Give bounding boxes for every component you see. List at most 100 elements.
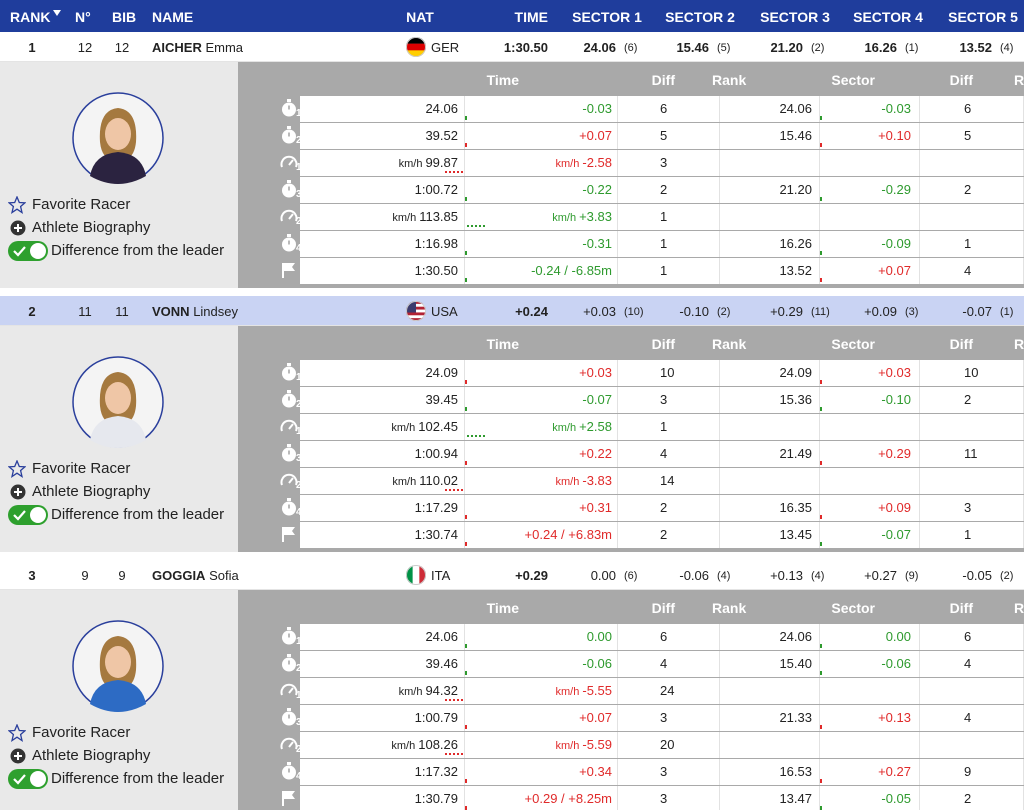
split-row: 1:00.79 +0.07 3 21.33 +0.13 4: [300, 705, 1024, 731]
time: +0.29: [515, 568, 548, 583]
split-row: 1:30.79 +0.29 / +8.25m 3 13.47 -0.05 2: [300, 786, 1024, 810]
split-number: 4: [296, 771, 302, 782]
leader-toggle[interactable]: [8, 505, 48, 525]
athlete-row[interactable]: 3 9 9 GOGGIA Sofia ITA +0.29 0.00 (6) -0.06 (4) +0…: [0, 560, 1024, 590]
photo-body: [90, 680, 146, 712]
rank-cell: 4: [618, 441, 720, 467]
split-diff: -3.83: [582, 473, 612, 488]
leader-toggle-label[interactable]: Difference from the leader: [51, 242, 225, 259]
favorite-link[interactable]: Favorite Racer: [32, 196, 131, 213]
split-time: 1:16.98: [414, 236, 458, 251]
sector-value: 0.00: [590, 568, 616, 583]
diff-cell: -0.22: [465, 177, 618, 203]
leader-toggle[interactable]: [8, 241, 48, 261]
athlete-row[interactable]: 2 11 11 VONN Lindsey USA +0.24 +0.03 (10) -0.10 (…: [0, 296, 1024, 326]
sector-cell: 15.46: [720, 123, 820, 149]
table-header: Diff: [651, 600, 675, 616]
sector-rank-cell: 1: [920, 231, 1024, 257]
table-header: Rank: [712, 600, 747, 616]
split-rank: 6: [660, 629, 668, 644]
diff-indicator: [465, 515, 467, 519]
leader-toggle-label[interactable]: Difference from the leader: [51, 770, 225, 787]
sector-rank: 5: [964, 128, 972, 143]
table-header: Sector: [831, 336, 875, 352]
sector-diff-cell: [820, 414, 920, 440]
diff-cell: -0.03: [465, 96, 618, 122]
gauge: [280, 155, 298, 168]
sector-diff: -0.06: [881, 656, 911, 671]
split-time: 99.87: [425, 155, 458, 170]
favorite-icon[interactable]: [8, 724, 26, 742]
diff-indicator: [465, 143, 467, 147]
split-time: 39.52: [425, 128, 458, 143]
sector-rank-cell: 3: [920, 495, 1024, 521]
rank-cell: 2: [618, 522, 720, 548]
time-cell: 24.06: [300, 624, 465, 650]
sector-diff: -0.09: [881, 236, 911, 251]
watch-crown: [287, 126, 291, 129]
sector-rank: (2): [811, 42, 825, 54]
favorite-link[interactable]: Favorite Racer: [32, 724, 131, 741]
sector-rank: (2): [1000, 570, 1014, 582]
sector-diff-cell: +0.13: [820, 705, 920, 731]
time-cell: km/h 102.45: [300, 414, 465, 440]
sector-value: -0.06: [679, 568, 709, 583]
diff-cell: km/h -3.83: [465, 468, 618, 494]
biography-icon[interactable]: [10, 484, 26, 500]
bib: 9: [118, 568, 126, 583]
nationality: ITA: [431, 568, 451, 583]
sector-rank: 1: [964, 527, 972, 542]
sector-indicator: [820, 779, 822, 783]
split-time: 1:30.74: [414, 527, 458, 542]
flag-body: [406, 301, 426, 321]
flag-cloth: [284, 791, 295, 799]
favorite-link[interactable]: Favorite Racer: [32, 460, 131, 477]
sector-time: 24.06: [779, 101, 812, 116]
sector-diff: -0.29: [881, 182, 911, 197]
gauge-needle: [288, 741, 294, 748]
biography-link[interactable]: Athlete Biography: [32, 747, 151, 764]
split-number: 2: [296, 480, 302, 491]
nationality: USA: [431, 304, 458, 319]
athlete-name[interactable]: VONN Lindsey: [152, 304, 238, 319]
diff-cell: +0.31: [465, 495, 618, 521]
sector-time: 15.40: [779, 656, 812, 671]
diff-cell: +0.29 / +8.25m: [465, 786, 618, 810]
sector-rank-cell: [920, 732, 1024, 758]
diff-indicator: [465, 461, 467, 465]
last-name: GOGGIA: [152, 568, 206, 583]
favorite-icon[interactable]: [8, 196, 26, 214]
diff-cell: +0.07: [465, 123, 618, 149]
sector-rank: 4: [964, 263, 972, 278]
athlete-name[interactable]: AICHER Emma: [152, 40, 243, 55]
split-icon: [282, 444, 296, 462]
athlete-row[interactable]: 1 12 12 AICHER Emma GER 1:30.50 24.06 (6) 15.46 (…: [0, 32, 1024, 62]
table-header: Sector: [831, 72, 875, 88]
biography-icon[interactable]: [10, 748, 26, 764]
finish-icon: [282, 527, 295, 542]
diff-cell: +0.22: [465, 441, 618, 467]
athlete-name[interactable]: GOGGIA Sofia: [152, 568, 239, 583]
favorite-icon[interactable]: [8, 460, 26, 478]
speed-icon: [280, 209, 298, 222]
unit: km/h: [398, 158, 423, 170]
diff-cell: -0.24 / -6.85m: [465, 258, 618, 284]
diff-cell: -0.31: [465, 231, 618, 257]
sector-indicator: [820, 542, 822, 546]
split-rank: 4: [660, 446, 668, 461]
biography-icon[interactable]: [10, 220, 26, 236]
leader-toggle[interactable]: [8, 769, 48, 789]
biography-link[interactable]: Athlete Biography: [32, 219, 151, 236]
table-header: Diff: [949, 600, 973, 616]
unit: km/h: [555, 686, 580, 698]
split-number: 2: [296, 744, 302, 755]
biography-link[interactable]: Athlete Biography: [32, 483, 151, 500]
rank-cell: 3: [618, 759, 720, 785]
table-header: Diff: [651, 336, 675, 352]
number: 11: [78, 304, 92, 319]
rank-cell: 3: [618, 786, 720, 810]
leader-toggle-label[interactable]: Difference from the leader: [51, 506, 225, 523]
split-rank: 2: [660, 527, 668, 542]
split-diff: +3.83: [579, 209, 612, 224]
diff-cell: 0.00: [465, 624, 618, 650]
